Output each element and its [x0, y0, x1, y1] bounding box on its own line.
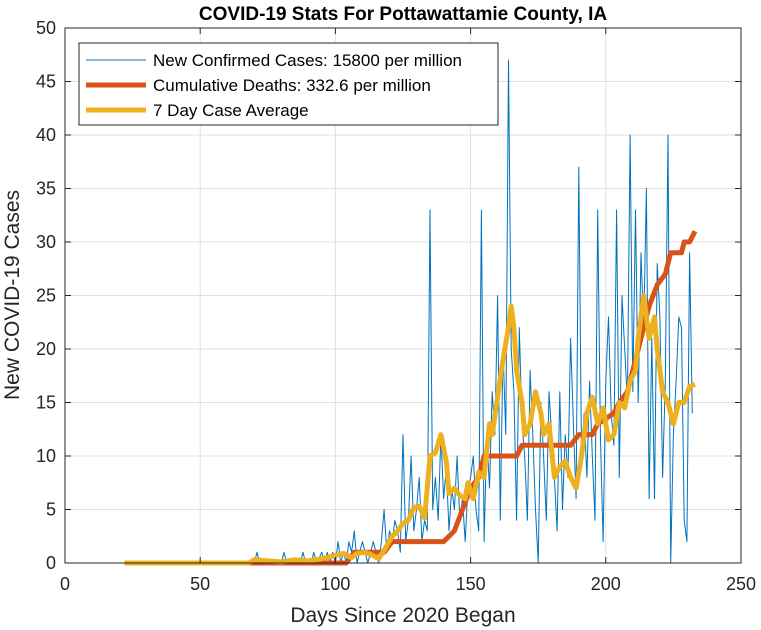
y-tick-label: 40 [36, 125, 56, 145]
y-tick-label: 30 [36, 232, 56, 252]
y-tick-label: 15 [36, 393, 56, 413]
y-tick-label: 35 [36, 179, 56, 199]
tick-marks [64, 27, 742, 564]
x-tick-label: 250 [726, 574, 756, 594]
legend-label-deaths: Cumulative Deaths: 332.6 per million [153, 76, 431, 95]
legend: New Confirmed Cases: 15800 per million C… [78, 42, 499, 126]
series-new-cases [124, 59, 693, 564]
series-layer [124, 59, 698, 566]
x-tick-label: 50 [190, 574, 210, 594]
x-tick-label: 200 [591, 574, 621, 594]
y-axis-title: New COVID-19 Cases [1, 190, 24, 400]
y-tick-label: 0 [46, 553, 56, 573]
chart-title: COVID-19 Stats For Pottawattamie County,… [199, 4, 607, 25]
y-tick-label: 50 [36, 18, 56, 38]
y-tick-labels: 0 5 10 15 20 25 30 35 40 45 50 [36, 18, 56, 573]
series-7-day-average [124, 293, 696, 566]
y-tick-label: 10 [36, 446, 56, 466]
legend-label-average: 7 Day Case Average [153, 101, 309, 120]
x-tick-label: 100 [320, 574, 350, 594]
y-tick-label: 25 [36, 286, 56, 306]
x-axis-title: Days Since 2020 Began [290, 604, 515, 627]
y-tick-label: 5 [46, 500, 56, 520]
x-tick-label: 0 [60, 574, 70, 594]
legend-label-new-cases: New Confirmed Cases: 15800 per million [153, 51, 462, 70]
legend-box [78, 42, 499, 126]
y-tick-label: 20 [36, 339, 56, 359]
x-tick-labels: 0 50 100 150 200 250 [60, 574, 756, 594]
y-tick-label: 45 [36, 72, 56, 92]
x-tick-label: 150 [456, 574, 486, 594]
